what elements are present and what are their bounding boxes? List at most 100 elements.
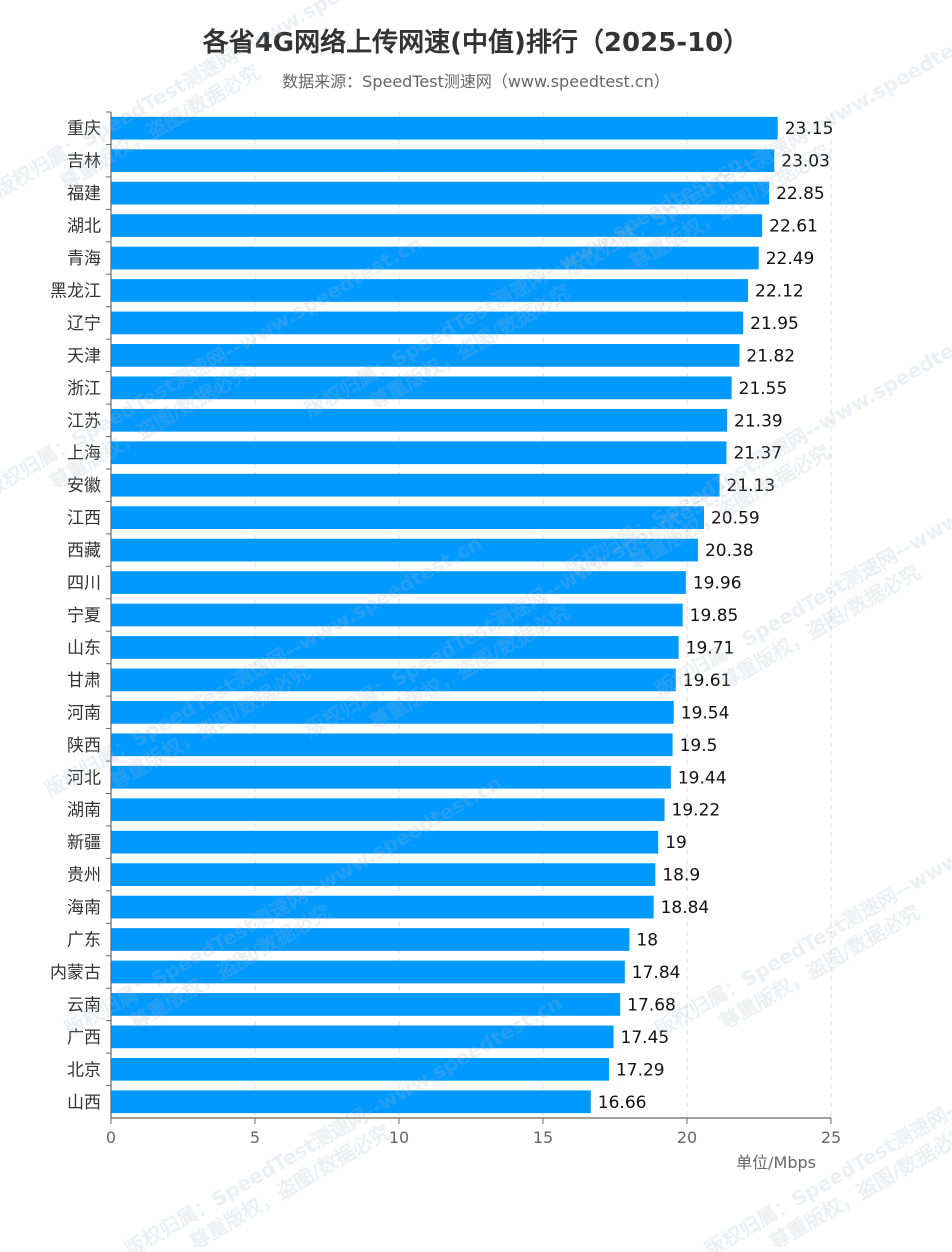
category-label: 安徽 [67,476,101,496]
x-tick-label: 10 [389,1128,409,1147]
value-label: 19.85 [690,606,739,626]
bar [111,733,673,757]
value-label: 21.13 [727,476,776,496]
bar [111,993,621,1016]
bar [111,1025,614,1049]
value-label: 21.55 [739,379,788,399]
bar [111,863,656,886]
bar [111,246,759,270]
value-label: 19.96 [693,574,742,594]
x-tick-label: 20 [677,1128,697,1147]
bar [111,928,630,951]
value-label: 21.37 [733,444,782,464]
bar [111,279,749,302]
value-label: 19 [665,833,687,853]
category-label: 贵州 [67,866,101,886]
value-label: 22.61 [769,217,818,237]
value-label: 19.44 [678,768,727,788]
bar [111,116,778,140]
value-label: 21.95 [750,314,799,334]
bar [111,1090,591,1114]
value-label: 19.54 [681,703,730,723]
value-label: 20.59 [711,509,760,529]
category-label: 山东 [67,638,101,658]
value-label: 18 [636,931,658,951]
unit-label: 单位/Mbps [736,1153,816,1172]
bar [111,441,727,465]
category-label: 甘肃 [67,671,101,691]
category-label: 福建 [67,184,101,204]
category-label: 重庆 [67,119,101,139]
bar [111,408,728,432]
value-label: 22.12 [755,281,804,301]
category-label: 广西 [67,1028,101,1048]
value-label: 16.66 [598,1093,647,1113]
category-label: 湖北 [67,217,101,237]
category-label: 浙江 [67,379,101,399]
bar [111,506,704,530]
labels: 0 5 10 15 20 25 重庆 23.15 吉林 23.03 福建 22.85 湖北 22.61 青海… [50,119,841,1147]
category-label: 青海 [67,249,101,269]
value-label: 19.22 [672,801,721,821]
bar [111,1057,609,1081]
axes [106,111,832,1124]
category-label: 新疆 [67,833,101,853]
value-label: 17.84 [632,963,681,983]
bars [111,116,778,1114]
bar [111,700,674,724]
x-tick-label: 0 [106,1128,116,1147]
bar [111,668,676,692]
value-label: 21.82 [746,346,795,366]
value-label: 23.03 [781,152,830,172]
bar [111,830,659,854]
value-label: 17.29 [616,1060,665,1080]
bar [111,149,775,173]
category-label: 湖南 [67,801,101,821]
value-label: 21.39 [734,411,783,431]
value-label: 20.38 [705,541,754,561]
category-label: 河北 [67,768,101,788]
bar [111,214,763,237]
category-label: 山西 [67,1093,101,1113]
value-label: 19.71 [686,638,735,658]
category-label: 广东 [67,931,101,951]
category-label: 西藏 [67,541,101,561]
x-tick-label: 5 [250,1128,260,1147]
category-label: 内蒙古 [50,963,101,983]
category-label: 北京 [67,1060,101,1080]
value-label: 17.45 [621,1028,670,1048]
bar [111,473,720,497]
bar [111,344,740,367]
x-tick-label: 15 [533,1128,553,1147]
chart-title: 各省4G网络上传网速(中值)排行（2025-10） [202,28,750,58]
category-label: 四川 [67,574,101,594]
category-label: 黑龙江 [50,281,101,301]
bar [111,376,732,400]
x-tick-label: 25 [821,1128,841,1147]
category-label: 海南 [67,898,101,918]
category-label: 江苏 [67,411,101,431]
bar [111,181,770,205]
chart-subtitle: 数据来源：SpeedTest测速网（www.speedtest.cn） [282,72,670,91]
value-label: 18.9 [662,866,700,886]
value-label: 23.15 [785,119,834,139]
value-label: 19.61 [683,671,732,691]
bar [111,895,654,919]
bar [111,636,679,659]
bar [111,571,686,594]
category-label: 上海 [67,444,101,464]
bar [111,603,683,627]
bar [111,311,744,335]
category-label: 辽宁 [67,314,101,334]
value-label: 22.49 [766,249,815,269]
value-label: 17.68 [627,995,676,1015]
bar [111,765,671,789]
category-label: 河南 [67,703,101,723]
category-label: 吉林 [67,152,101,172]
bar [111,960,625,984]
value-label: 18.84 [661,898,710,918]
bar [111,538,698,562]
category-label: 天津 [67,346,101,366]
value-label: 19.5 [680,736,718,756]
